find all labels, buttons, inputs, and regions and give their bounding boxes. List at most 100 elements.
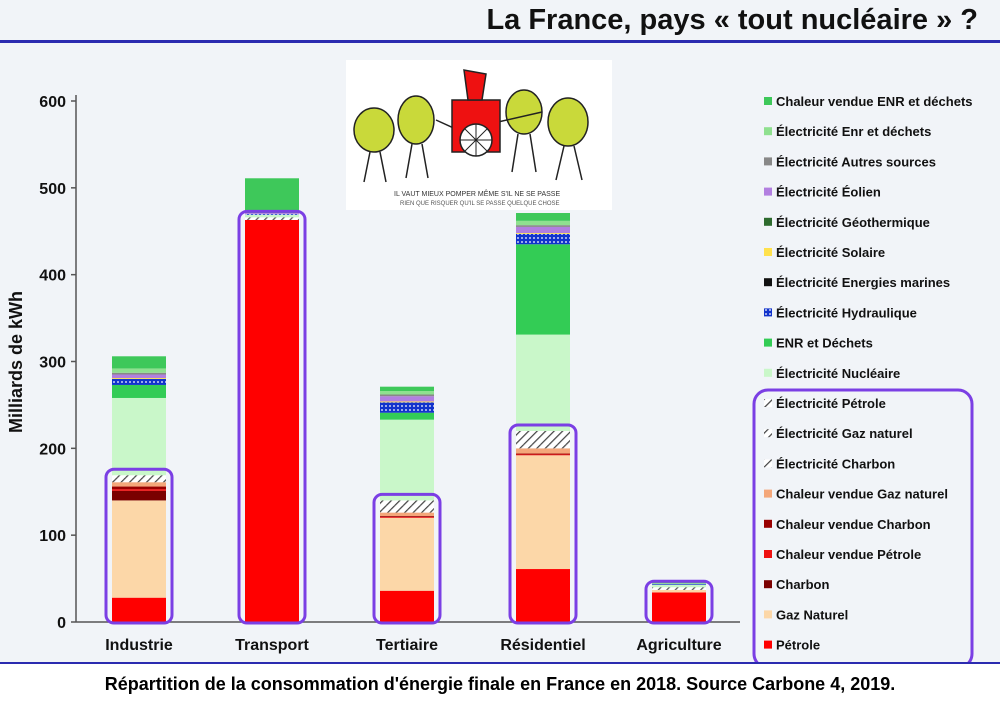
y-tick-label: 200 <box>39 441 66 458</box>
bar-segment <box>516 455 570 570</box>
legend-label: Électricité Enr et déchets <box>776 124 931 139</box>
bar-segment <box>112 490 166 501</box>
y-tick-label: 300 <box>39 355 66 372</box>
bar-segment <box>516 225 570 227</box>
legend-swatch <box>764 399 772 407</box>
legend-swatch <box>764 368 772 377</box>
bar-segment <box>112 475 166 478</box>
bar-segment <box>245 214 299 218</box>
legend-swatch <box>764 157 772 166</box>
x-tick-label: Tertiaire <box>376 637 438 654</box>
bar-segment <box>112 378 166 385</box>
bar-segment <box>380 394 434 397</box>
legend-swatch <box>764 580 772 589</box>
legend-swatch <box>764 308 772 317</box>
legend-swatch <box>764 248 772 256</box>
legend-swatch <box>764 97 772 105</box>
y-tick-label: 600 <box>39 94 66 111</box>
page-title: La France, pays « tout nucléaire » ? <box>486 4 978 36</box>
bar-segment <box>516 220 570 226</box>
bar-segment <box>516 226 570 233</box>
figure-caption: Répartition de la consommation d'énergie… <box>104 674 896 694</box>
legend: Chaleur vendue ENR et déchets Électricité… <box>752 94 974 662</box>
bar-segment <box>652 592 706 622</box>
stacked-bar-chart: 0 100 200 300 400 500 600 Industrie Transport Ter… <box>6 94 974 662</box>
bar-segment <box>380 509 434 513</box>
bar-segment <box>245 219 299 622</box>
bar-segment <box>380 402 434 413</box>
legend-label: Électricité Pétrole <box>776 396 886 411</box>
bar-segment <box>245 178 299 214</box>
x-tick-label: Transport <box>235 637 309 654</box>
bar-segment <box>245 213 299 215</box>
bar-segment <box>652 589 706 590</box>
legend-swatch <box>764 338 772 347</box>
bar-segment <box>112 368 166 373</box>
fossil-highlight-box <box>237 209 307 625</box>
legend-label: Gaz Naturel <box>776 607 848 622</box>
bar-segment <box>112 479 166 483</box>
legend-label: Électricité Charbon <box>776 456 895 471</box>
bar-segment <box>380 391 434 395</box>
bar-segment <box>380 505 434 510</box>
bar-segment <box>652 589 706 593</box>
legend-swatch <box>764 278 772 287</box>
y-tick-label: 0 <box>57 615 66 632</box>
bar-segment <box>112 372 166 375</box>
fossil-highlights <box>104 209 714 625</box>
bar-segment <box>380 516 434 518</box>
bar-segment <box>516 440 570 445</box>
caption-bar <box>0 662 1000 706</box>
y-tick-label: 400 <box>39 268 66 285</box>
legend-label: Électricité Hydraulique <box>776 305 917 320</box>
bar-segment <box>112 489 166 491</box>
bar-segment <box>380 516 434 517</box>
bar-segment <box>112 377 166 379</box>
bar-segment <box>245 217 299 219</box>
legend-label: Chaleur vendue Pétrole <box>776 547 921 562</box>
bar-segment <box>652 582 706 584</box>
legend-label: Charbon <box>776 577 830 592</box>
fossil-highlight-box <box>104 467 174 625</box>
axes: 0 100 200 300 400 500 600 Industrie Transport Ter… <box>39 94 740 654</box>
legend-swatch <box>764 127 772 136</box>
bar-segment <box>380 386 434 392</box>
bar-segment <box>516 569 570 622</box>
x-tick-label: Résidentiel <box>500 637 585 654</box>
bar-segment <box>112 356 166 369</box>
legend-swatch <box>764 187 772 196</box>
fossil-highlight-box <box>508 423 578 625</box>
y-tick-label: 500 <box>39 181 66 198</box>
legend-swatch <box>764 610 772 619</box>
bar-segment <box>112 477 166 480</box>
cartoon-caption-1: IL VAUT MIEUX POMPER MÊME S'IL NE SE PAS… <box>394 189 560 198</box>
bar-segment <box>652 587 706 589</box>
cartoon-caption-2: RIEN QUE RISQUER QU'IL SE PASSE QUELQUE … <box>400 201 560 207</box>
legend-label: Électricité Gaz naturel <box>776 426 913 441</box>
legend-label: Électricité Energies marines <box>776 275 950 290</box>
bar-segment <box>652 583 706 585</box>
legend-label: ENR et Déchets <box>776 336 873 351</box>
bar-segment <box>112 374 166 378</box>
bar-segment <box>516 448 570 454</box>
bar-segment <box>380 412 434 420</box>
legend-swatch <box>764 640 772 649</box>
bar-segment <box>112 597 166 622</box>
bar-segment <box>380 396 434 402</box>
legend-label: Électricité Solaire <box>776 245 885 260</box>
shadok-cartoon: IL VAUT MIEUX POMPER MÊME S'IL NE SE PAS… <box>353 69 589 207</box>
bar-segment <box>112 384 166 398</box>
bars <box>112 178 706 622</box>
bar-segment <box>112 482 166 487</box>
bar-segment <box>516 430 570 441</box>
bar-segment <box>380 419 434 501</box>
bar-segment <box>245 213 299 214</box>
legend-label: Électricité Géothermique <box>776 215 930 230</box>
legend-fossil-highlight <box>752 388 974 662</box>
bar-segment <box>516 454 570 456</box>
bar-segment <box>380 500 434 506</box>
bar-segment <box>516 244 570 335</box>
title-rule <box>0 40 1000 43</box>
bar-segment <box>245 219 299 220</box>
legend-swatch <box>764 550 772 558</box>
